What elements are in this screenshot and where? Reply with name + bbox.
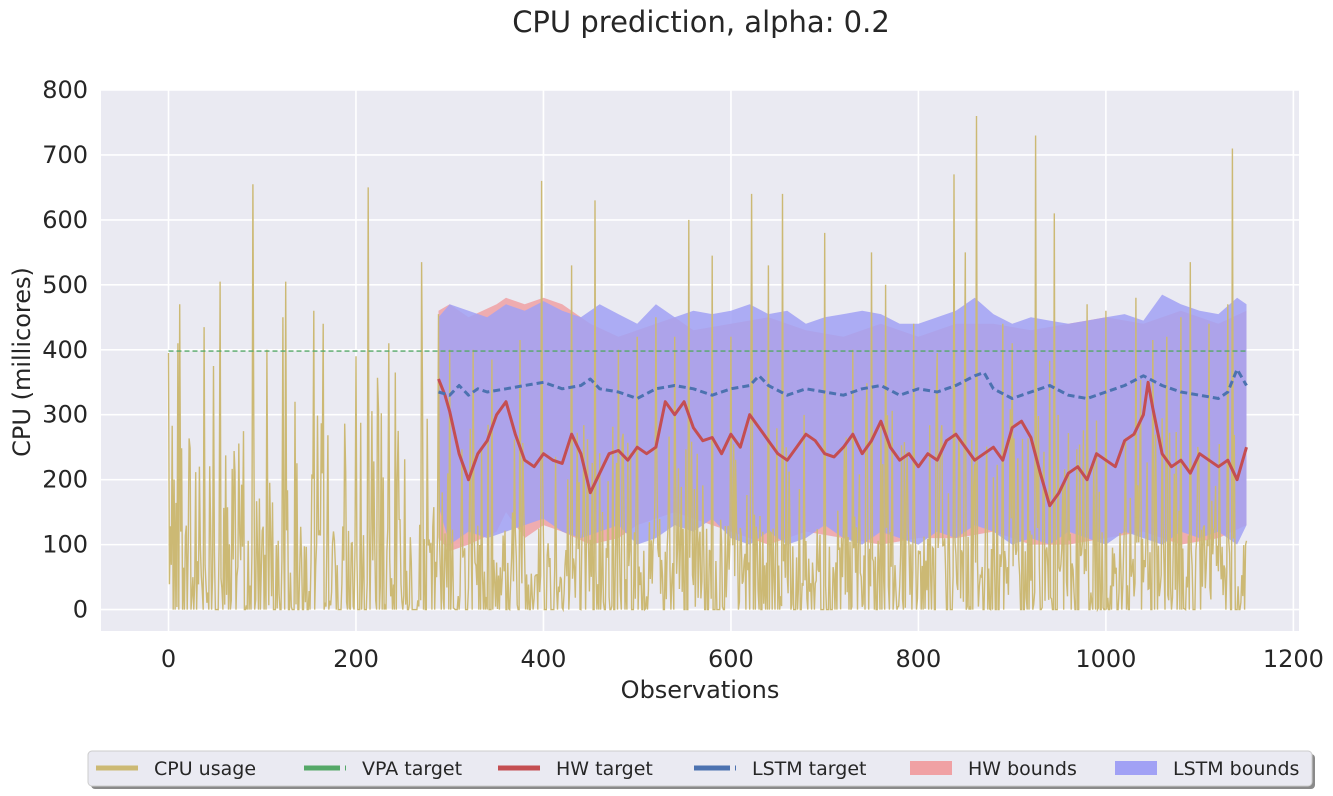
x-axis-label: Observations: [621, 676, 780, 704]
legend-swatch: [1115, 761, 1157, 775]
chart-title: CPU prediction, alpha: 0.2: [512, 5, 890, 39]
legend-label: LSTM bounds: [1173, 758, 1299, 780]
legend-items: CPU usage VPA target HW target LSTM target H…: [96, 758, 1299, 780]
x-tick-label: 1000: [1075, 645, 1136, 673]
legend: CPU usage VPA target HW target LSTM target H…: [87, 750, 1315, 789]
y-tick-label: 0: [73, 596, 88, 624]
x-tick-label: 800: [896, 645, 942, 673]
x-tick-label: 1200: [1263, 645, 1324, 673]
series-lines: [167, 115, 1248, 613]
cpu-usage-line: [167, 115, 1248, 613]
x-tick-label: 0: [161, 645, 176, 673]
y-tick-label: 600: [42, 206, 88, 234]
lstm-target-line: [438, 367, 1248, 400]
y-tick-label: 200: [42, 466, 88, 494]
y-tick-label: 800: [42, 76, 88, 104]
y-tick-label: 500: [42, 271, 88, 299]
y-tick-label: 300: [42, 401, 88, 429]
x-axis-ticks: 0 200 400 600 800 1000 1200: [161, 645, 1324, 673]
legend-label: LSTM target: [752, 758, 866, 780]
legend-label: HW bounds: [968, 758, 1077, 780]
x-tick-label: 600: [708, 645, 754, 673]
x-tick-label: 400: [521, 645, 567, 673]
y-axis-label: CPU (millicores): [8, 267, 36, 457]
hw-target-line: [437, 378, 1248, 508]
legend-label: VPA target: [362, 758, 462, 780]
y-tick-label: 700: [42, 141, 88, 169]
legend-swatch: [910, 761, 952, 775]
legend-label: HW target: [556, 758, 653, 780]
y-tick-label: 400: [42, 336, 88, 364]
x-tick-label: 200: [333, 645, 379, 673]
y-tick-label: 100: [42, 531, 88, 559]
legend-label: CPU usage: [154, 758, 256, 780]
y-axis-ticks: 0 100 200 300 400 500 600 700 800: [42, 76, 88, 624]
